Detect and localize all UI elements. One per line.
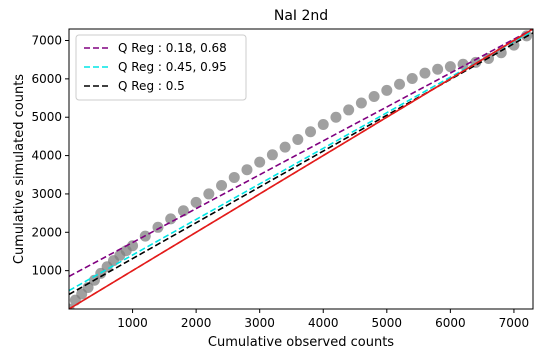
scatter-point — [127, 240, 139, 252]
plot-area — [69, 29, 533, 309]
series-line — [69, 29, 533, 309]
x-tick-label: 1000 — [117, 316, 148, 330]
scatter-point — [266, 149, 278, 161]
legend-box — [75, 34, 247, 101]
legend-label: Q Reg : 0.5 — [118, 79, 185, 93]
scatter-point — [177, 205, 189, 217]
chart-title: NaI 2nd — [274, 8, 328, 24]
scatter-point — [355, 97, 367, 109]
x-tick-label: 5000 — [372, 316, 403, 330]
y-tick-label: 3000 — [31, 187, 62, 201]
scatter-point — [203, 188, 215, 200]
y-tick-label: 6000 — [31, 72, 62, 86]
scatter-point — [165, 213, 177, 225]
y-tick-label: 5000 — [31, 110, 62, 124]
y-axis-label: Cumulative simulated counts — [12, 74, 27, 264]
x-tick-label: 3000 — [244, 316, 275, 330]
plot-frame — [68, 28, 534, 310]
legend: Q Reg : 0.18, 0.68 Q Reg : 0.45, 0.95 Q Re… — [75, 34, 247, 101]
y-tick-label: 4000 — [31, 149, 62, 163]
x-tick-label: 4000 — [308, 316, 339, 330]
scatter-point — [254, 156, 266, 168]
scatter-point — [381, 84, 393, 96]
y-axis: 1000 2000 3000 4000 5000 6000 7000 — [31, 34, 69, 278]
x-axis-label: Cumulative observed counts — [208, 335, 394, 349]
x-axis: 1000 2000 3000 4000 5000 6000 7000 — [117, 309, 529, 330]
x-tick-label: 2000 — [181, 316, 212, 330]
scatter-point — [394, 78, 406, 90]
x-tick-label: 6000 — [435, 316, 466, 330]
y-tick-label: 7000 — [31, 34, 62, 48]
scatter-point — [216, 179, 228, 191]
scatter-point — [292, 133, 304, 145]
scatter-point — [419, 67, 431, 79]
scatter-point — [432, 63, 444, 75]
y-tick-label: 2000 — [31, 225, 62, 239]
series-line — [69, 30, 533, 292]
scatter-point — [228, 171, 240, 183]
x-tick-label: 7000 — [499, 316, 530, 330]
scatter-point — [330, 111, 342, 123]
scatter-point — [241, 164, 253, 176]
legend-label: Q Reg : 0.45, 0.95 — [118, 60, 227, 74]
scatter-point — [305, 126, 317, 138]
scatter-point — [279, 141, 291, 153]
series-line — [69, 29, 533, 278]
y-tick-label: 1000 — [31, 264, 62, 278]
scatter-point — [343, 104, 355, 116]
legend-label: Q Reg : 0.18, 0.68 — [118, 41, 227, 55]
scatter-point — [190, 196, 202, 208]
scatter-point — [317, 119, 329, 131]
scatter-point — [406, 72, 418, 84]
scatter-point — [444, 61, 456, 73]
scatter-point — [368, 91, 380, 103]
scatter-point — [152, 221, 164, 233]
